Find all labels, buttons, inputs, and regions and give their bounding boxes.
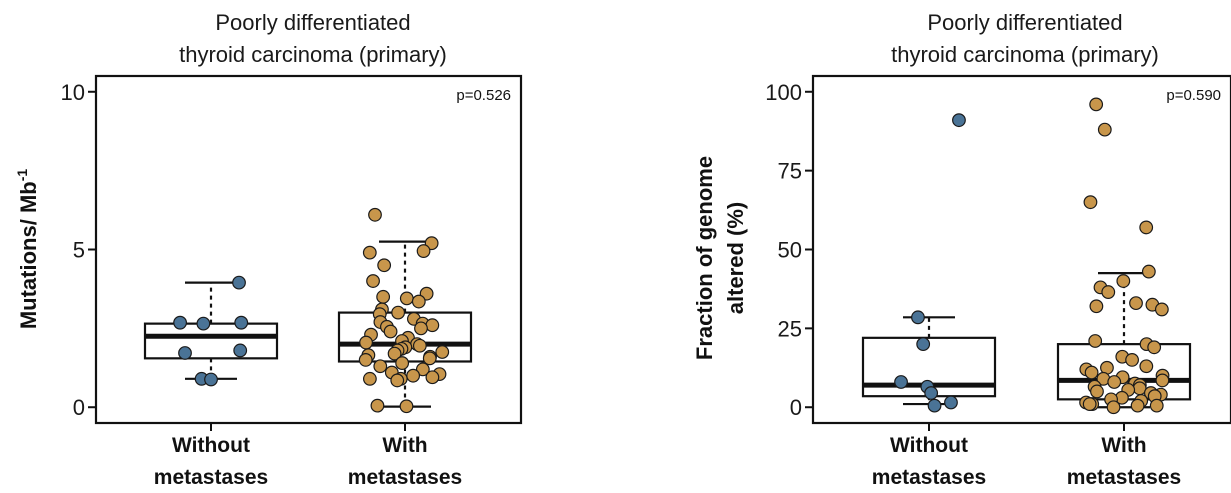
- data-point: [1139, 359, 1154, 374]
- x-tick-label: With: [1101, 434, 1146, 457]
- data-point: [383, 324, 398, 339]
- y-axis-label-line-2: altered (%): [723, 202, 748, 314]
- data-point: [952, 113, 966, 128]
- plot-frame: [94, 74, 523, 425]
- data-point: [414, 321, 428, 336]
- data-point: [412, 338, 427, 353]
- data-point: [422, 351, 437, 366]
- data-point: [359, 335, 373, 350]
- y-axis-label-superscript: -1: [14, 169, 30, 182]
- x-tick-label: metastases: [348, 466, 462, 489]
- panel-genome-altered: Poorly differentiated thyroid carcinoma (…: [692, 10, 1231, 489]
- data-point: [391, 305, 406, 320]
- data-point: [1089, 97, 1104, 112]
- data-point: [395, 356, 410, 370]
- data-point: [362, 371, 377, 386]
- data-point: [232, 275, 246, 290]
- data-point: [1139, 220, 1154, 235]
- data-point: [1106, 400, 1121, 415]
- data-point: [1125, 353, 1139, 367]
- y-axis-label-line-1: Fraction of genome: [692, 156, 717, 360]
- data-point: [425, 370, 440, 385]
- data-point: [1084, 365, 1099, 380]
- data-point: [1141, 264, 1156, 279]
- chart-title-line-1: Poorly differentiated: [927, 10, 1122, 35]
- data-point: [1147, 340, 1162, 355]
- data-point: [173, 315, 187, 330]
- data-point: [370, 398, 385, 413]
- panel-mutations: Poorly differentiated thyroid carcinoma (…: [14, 10, 523, 489]
- data-point: [1090, 384, 1104, 399]
- data-point: [1107, 375, 1122, 389]
- x-tick-label: Without: [172, 434, 250, 457]
- data-point: [204, 372, 218, 387]
- x-tick-label: metastases: [872, 466, 986, 489]
- data-point: [416, 244, 431, 258]
- chart-title-line-1: Poorly differentiated: [215, 10, 410, 35]
- y-tick-label: 5: [73, 238, 85, 263]
- data-point: [233, 343, 248, 358]
- data-point: [411, 294, 426, 309]
- data-point: [1082, 397, 1097, 411]
- data-point: [944, 395, 958, 410]
- data-point: [1130, 398, 1145, 413]
- x-tick-label: metastases: [1067, 466, 1181, 489]
- data-point: [358, 353, 373, 367]
- y-tick-label: 0: [73, 395, 85, 420]
- data-point: [924, 386, 939, 400]
- data-point: [1129, 296, 1143, 311]
- data-point: [377, 258, 392, 273]
- data-point: [1097, 122, 1112, 137]
- chart-title-line-2: thyroid carcinoma (primary): [179, 42, 447, 67]
- y-tick-label: 0: [790, 395, 802, 420]
- data-point: [916, 337, 931, 352]
- data-point: [1154, 302, 1169, 317]
- y-tick-label: 100: [765, 80, 802, 105]
- chart-title-line-2: thyroid carcinoma (primary): [891, 42, 1159, 67]
- data-point: [1089, 299, 1104, 314]
- data-point: [399, 399, 414, 414]
- data-point: [406, 368, 421, 383]
- plot-frame: [811, 74, 1231, 425]
- p-value-label: p=0.590: [1166, 87, 1221, 104]
- data-point: [1088, 334, 1103, 348]
- data-point: [425, 318, 440, 333]
- data-point: [927, 398, 942, 413]
- data-point: [178, 346, 192, 360]
- y-axis-label: Mutations/ Mb-1: [14, 169, 41, 330]
- y-tick-label: 75: [778, 159, 802, 184]
- data-point: [1101, 285, 1116, 299]
- x-tick-label: With: [382, 434, 427, 457]
- data-point: [366, 274, 380, 288]
- x-tick-label: Without: [890, 434, 968, 457]
- data-point: [362, 245, 377, 260]
- data-point: [435, 345, 450, 359]
- data-point: [373, 359, 388, 374]
- data-point: [1083, 195, 1098, 210]
- data-point: [415, 362, 430, 377]
- data-point: [390, 373, 405, 388]
- box-iqr: [143, 322, 279, 360]
- y-tick-label: 50: [778, 238, 802, 263]
- x-tick-label: metastases: [154, 466, 268, 489]
- data-point: [234, 315, 249, 330]
- y-tick-label: 10: [61, 80, 85, 105]
- data-point: [911, 310, 925, 325]
- data-point: [196, 316, 211, 331]
- data-point: [1116, 274, 1131, 288]
- data-point: [368, 207, 382, 222]
- data-point: [1155, 373, 1170, 388]
- data-point: [387, 346, 402, 361]
- y-axis-label-text: Mutations/ Mb: [16, 181, 41, 329]
- data-point: [894, 375, 908, 389]
- data-point: [399, 291, 414, 306]
- p-value-label: p=0.526: [456, 87, 511, 104]
- data-point: [1149, 398, 1164, 413]
- y-tick-label: 25: [778, 316, 802, 341]
- data-point: [376, 289, 391, 304]
